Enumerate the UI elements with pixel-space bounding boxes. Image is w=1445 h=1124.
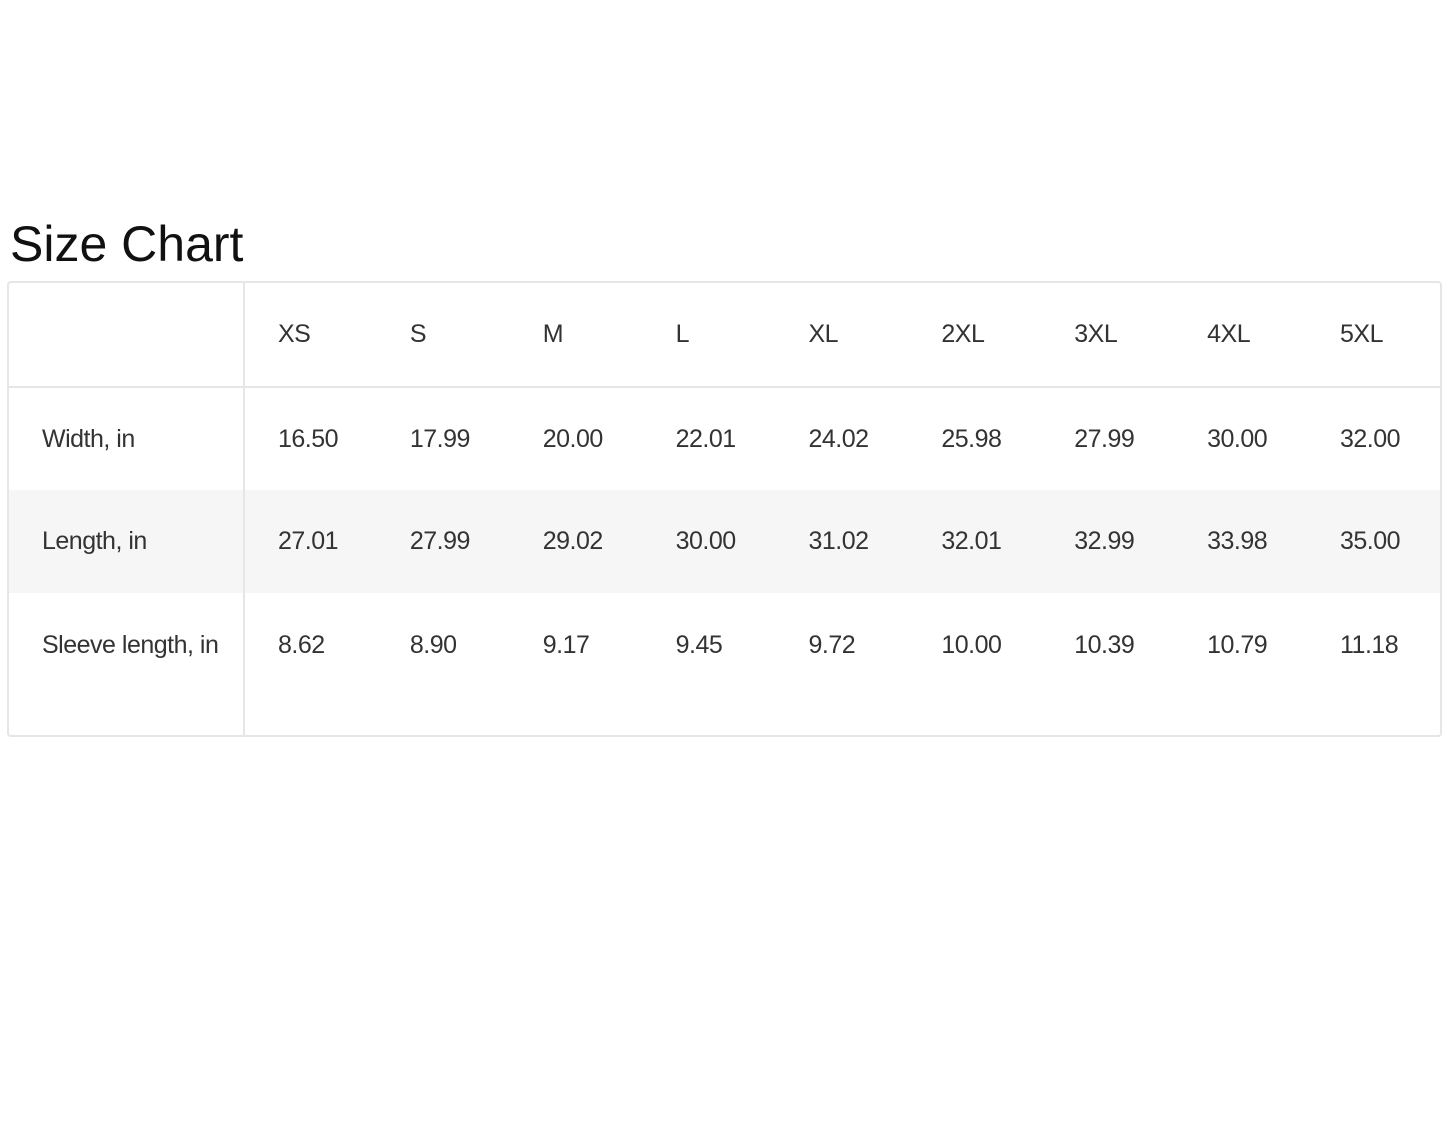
table-cell: 8.90 [409,631,457,659]
table-cell: 27.01 [278,527,339,555]
table-cell: 8.62 [278,631,325,659]
column-header: XS [244,283,377,388]
row-label: Width, in [9,387,245,490]
row-label: Sleeve length, in [9,593,245,735]
column-header: 2XL [908,283,1042,388]
table-cell: 27.99 [1074,424,1135,453]
table-cell: 32.99 [1074,527,1135,555]
table-cell: 29.02 [542,527,604,555]
table-cell: 9.45 [675,631,723,659]
table-cell: 32.00 [1340,424,1401,453]
table-row: Sleeve length, in 8.62 8.90 9.17 9.45 9.72 10.… [9,593,1440,735]
table-cell: 35.00 [1340,527,1401,555]
column-header: L [642,283,776,388]
table-row: Length, in 27.01 27.99 29.02 30.00 31.02 32.01… [9,490,1440,593]
table-cell: 30.00 [1207,424,1268,453]
table-cell: 16.50 [278,424,339,453]
column-header: 4XL [1174,283,1307,388]
table-cell: 33.98 [1207,527,1268,555]
table-cell: 30.00 [675,527,737,555]
table-cell: 17.99 [409,424,471,453]
table-cell: 9.17 [542,631,590,659]
table-cell: 32.01 [941,527,1002,555]
table-cell: 22.01 [675,424,737,453]
column-header: M [509,283,643,388]
table-cell: 10.79 [1207,631,1268,659]
column-header: S [376,283,510,388]
column-header: 3XL [1041,283,1175,388]
table-cell: 9.72 [808,631,856,659]
page-title: Size Chart [10,216,244,272]
header-corner-cell [9,283,245,388]
table-cell: 25.98 [941,424,1002,453]
row-label: Length, in [9,490,245,593]
table-cell: 11.18 [1340,631,1399,659]
header-row: XS S M L XL 2XL 3XL 4XL 5XL [9,283,1440,388]
table-cell: 31.02 [808,527,870,555]
table-cell: 27.99 [409,527,471,555]
table-cell: 20.00 [542,424,604,453]
table-cell: 24.02 [808,424,870,453]
table-cell: 10.00 [941,631,1002,659]
table-cell: 10.39 [1074,631,1135,659]
size-chart-table: XS S M L XL 2XL 3XL 4XL 5XL Width, in 16.50 17.99 2… [7,281,1442,737]
table-row: Width, in 16.50 17.99 20.00 22.01 24.02 25.98 2… [9,387,1440,490]
column-header: 5XL [1307,283,1440,388]
column-header: XL [775,283,909,388]
